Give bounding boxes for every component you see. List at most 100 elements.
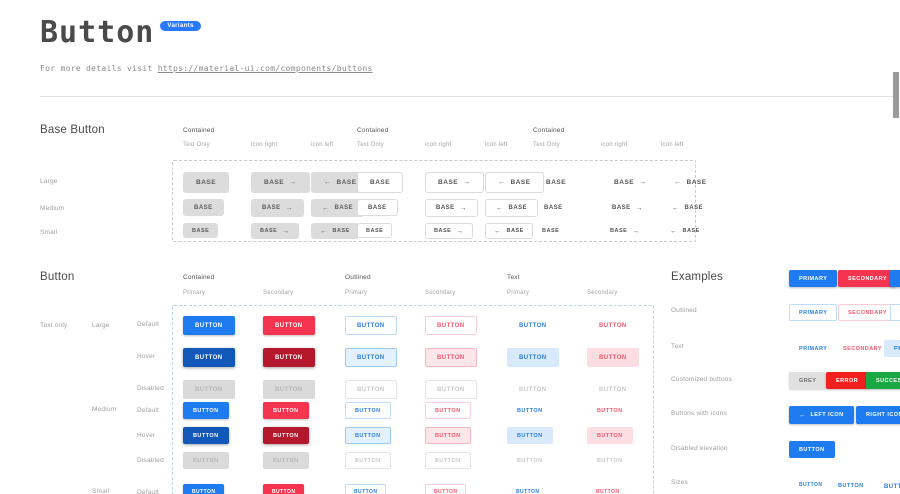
example-btn-3-0[interactable]: GREY <box>789 372 827 389</box>
button-contained-primary-lg-hover[interactable]: BUTTON <box>183 348 235 367</box>
base-btn-contained-lg-icon-right[interactable]: BASE → <box>251 172 310 193</box>
button-contained-primary-md-disabled[interactable]: BUTTON <box>183 452 229 469</box>
base-btn-contained-md-text[interactable]: BASE <box>183 199 224 216</box>
button-text-secondary-lg-default[interactable]: BUTTON <box>587 316 639 335</box>
example-btn-4-0-label: LEFT ICON <box>810 412 844 418</box>
base-btn-outlined-sm-icon-left[interactable]: ← BASE <box>485 223 533 239</box>
button-text-primary-md-disabled[interactable]: BUTTON <box>507 452 553 469</box>
example-btn-3-0-label: GREY <box>799 377 817 384</box>
base-btn-contained-lg-text[interactable]: BASE <box>183 172 230 193</box>
base-btn-contained-md-icon-left[interactable]: ← BASE <box>311 199 365 217</box>
button-outlined-secondary-md-default[interactable]: BUTTON <box>425 402 471 419</box>
base-btn-textonly-sm-icon-right[interactable]: BASE → <box>601 223 649 239</box>
vertical-scrollbar[interactable] <box>892 0 900 494</box>
base-btn-contained-lg-icon-left[interactable]: ← BASE <box>311 172 370 193</box>
button-text-primary-lg-disabled[interactable]: BUTTON <box>507 380 559 399</box>
page-header: Button Variants For more details visit h… <box>40 14 373 73</box>
base-btn-textonly-lg-icon-right[interactable]: BASE → <box>601 172 660 193</box>
base-btn-contained-sm-icon-left[interactable]: ← BASE <box>311 223 359 239</box>
example-btn-6-0[interactable]: BUTTON <box>790 477 831 492</box>
button-contained-secondary-lg-hover[interactable]: BUTTON <box>263 348 315 367</box>
button-contained-primary-lg-disabled[interactable]: BUTTON <box>183 380 235 399</box>
base-btn-contained-sm-text[interactable]: BASE <box>183 223 219 238</box>
example-btn-2-1[interactable]: SECONDARY <box>833 340 892 357</box>
scrollbar-thumb[interactable] <box>893 72 899 118</box>
button-contained-secondary-md-hover[interactable]: BUTTON <box>263 427 309 444</box>
arrow-right-icon: → <box>456 227 464 235</box>
base-btn-outlined-lg-text[interactable]: BASE <box>357 172 404 193</box>
button-text-secondary-md-hover[interactable]: BUTTON <box>587 427 633 444</box>
base-btn-textonly-md-icon-right[interactable]: BASE → <box>601 199 654 217</box>
button-outlined-secondary-lg-default[interactable]: BUTTON <box>425 316 477 335</box>
button-outlined-primary-lg-hover[interactable]: BUTTON <box>345 348 397 367</box>
button-outlined-primary-md-default[interactable]: BUTTON <box>345 402 391 419</box>
button-text-primary-lg-disabled-label: BUTTON <box>519 386 547 393</box>
button-contained-secondary-sm-default[interactable]: BUTTON <box>263 484 305 494</box>
button-contained-secondary-md-disabled[interactable]: BUTTON <box>263 452 309 469</box>
base-btn-outlined-sm-icon-right[interactable]: BASE → <box>425 223 473 239</box>
button-contained-primary-md-hover[interactable]: BUTTON <box>183 427 229 444</box>
button-text-secondary-lg-hover[interactable]: BUTTON <box>587 348 639 367</box>
base-btn-textonly-sm-icon-left[interactable]: ← BASE <box>661 223 709 239</box>
base-btn-outlined-md-text[interactable]: BASE <box>357 199 398 216</box>
button-outlined-primary-md-disabled[interactable]: BUTTON <box>345 452 391 469</box>
example-btn-6-2[interactable]: BUTTON <box>872 477 900 494</box>
base-btn-outlined-md-icon-left[interactable]: ← BASE <box>485 199 539 217</box>
example-btn-0-1[interactable]: SECONDARY <box>838 270 897 287</box>
example-btn-2-0[interactable]: PRIMARY <box>789 340 837 357</box>
example-btn-5-0[interactable]: BUTTON <box>789 441 835 458</box>
button-contained-secondary-lg-default[interactable]: BUTTON <box>263 316 315 335</box>
button-outlined-secondary-lg-disabled[interactable]: BUTTON <box>425 380 477 399</box>
base-btn-textonly-sm-text[interactable]: BASE <box>533 223 568 238</box>
base-btn-textonly-lg-text[interactable]: BASE <box>533 172 579 193</box>
base-btn-outlined-lg-icon-left[interactable]: ← BASE <box>485 172 544 193</box>
example-btn-3-2[interactable]: SUCCESS <box>866 372 900 389</box>
base-btn-textonly-lg-icon-left[interactable]: ← BASE <box>661 172 720 193</box>
base-btn-textonly-md-icon-left[interactable]: ← BASE <box>661 199 714 217</box>
base-btn-contained-md-icon-right[interactable]: BASE → <box>251 199 305 217</box>
example-btn-4-0[interactable]: ← LEFT ICON <box>789 406 854 424</box>
button-text-primary-md-default[interactable]: BUTTON <box>507 402 553 419</box>
button-text-primary-md-hover[interactable]: BUTTON <box>507 427 553 444</box>
example-btn-6-1[interactable]: BUTTON <box>828 477 874 494</box>
arrow-right-icon: → <box>289 179 297 186</box>
button-outlined-secondary-md-disabled[interactable]: BUTTON <box>425 452 471 469</box>
example-btn-2-2[interactable]: PRIMARY <box>884 340 900 357</box>
docs-link[interactable]: https://material-ui.com/components/butto… <box>157 63 373 73</box>
button-outlined-secondary-lg-hover[interactable]: BUTTON <box>425 348 477 367</box>
button-text-secondary-sm-default[interactable]: BUTTON <box>587 484 628 494</box>
base-col-head-2-1: icon right <box>601 142 628 148</box>
button-text-primary-lg-hover[interactable]: BUTTON <box>507 348 559 367</box>
button-outlined-primary-md-hover[interactable]: BUTTON <box>345 427 391 444</box>
button-outlined-primary-lg-disabled[interactable]: BUTTON <box>345 380 397 399</box>
button-contained-primary-lg-default[interactable]: BUTTON <box>183 316 235 335</box>
button-text-secondary-lg-disabled[interactable]: BUTTON <box>587 380 639 399</box>
base-btn-textonly-md-text[interactable]: BASE <box>533 199 574 216</box>
button-outlined-primary-sm-default[interactable]: BUTTON <box>345 484 387 494</box>
button-contained-secondary-md-default[interactable]: BUTTON <box>263 402 309 419</box>
btn-group-head-1: Outlined <box>345 274 371 281</box>
button-text-primary-lg-default[interactable]: BUTTON <box>507 316 559 335</box>
button-contained-primary-md-default[interactable]: BUTTON <box>183 402 229 419</box>
button-outlined-secondary-sm-default[interactable]: BUTTON <box>425 484 467 494</box>
example-btn-1-0[interactable]: PRIMARY <box>789 304 838 321</box>
example-btn-1-1[interactable]: SECONDARY <box>838 304 897 321</box>
button-outlined-secondary-md-hover[interactable]: BUTTON <box>425 427 471 444</box>
button-outlined-primary-lg-default[interactable]: BUTTON <box>345 316 397 335</box>
base-btn-outlined-md-icon-right[interactable]: BASE → <box>425 199 479 217</box>
base-btn-outlined-sm-text[interactable]: BASE <box>357 223 393 238</box>
button-text-secondary-md-disabled[interactable]: BUTTON <box>587 452 633 469</box>
button-text-primary-sm-default[interactable]: BUTTON <box>507 484 548 494</box>
button-text-primary-lg-hover-label: BUTTON <box>519 354 547 361</box>
example-btn-4-1[interactable]: RIGHT ICON→ <box>856 406 900 424</box>
base-btn-contained-sm-icon-right[interactable]: BASE → <box>251 223 299 239</box>
button-text-primary-md-default-label: BUTTON <box>517 407 543 414</box>
button-contained-secondary-lg-disabled[interactable]: BUTTON <box>263 380 315 399</box>
example-btn-1-2[interactable]: PRIMARY <box>890 304 900 321</box>
button-contained-primary-sm-default[interactable]: BUTTON <box>183 484 225 494</box>
base-btn-outlined-lg-icon-right[interactable]: BASE → <box>425 172 484 193</box>
example-btn-0-2[interactable]: PRIMARY <box>890 270 900 287</box>
example-btn-3-1[interactable]: ERROR <box>826 372 869 389</box>
example-btn-0-0[interactable]: PRIMARY <box>789 270 838 287</box>
button-text-secondary-md-default[interactable]: BUTTON <box>587 402 633 419</box>
